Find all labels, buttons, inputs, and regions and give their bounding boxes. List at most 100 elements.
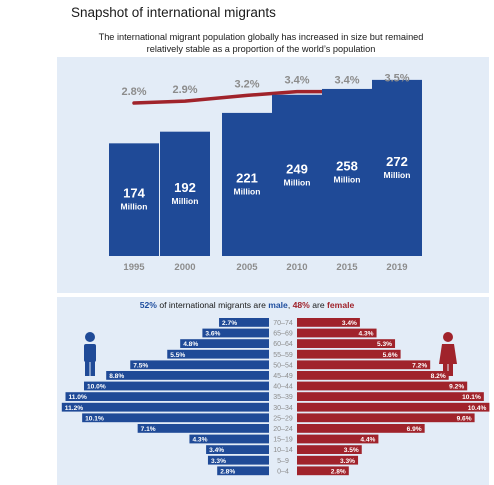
age-group-label: 35–39 <box>273 394 293 401</box>
male-bar-45–49 <box>106 371 269 380</box>
female-bar-65–69 <box>297 328 377 338</box>
percentage-label: 2.9% <box>172 84 197 96</box>
male-bar-25–29 <box>82 413 270 423</box>
age-group-label: 40–44 <box>273 384 293 391</box>
female-value-label: 3.4% <box>342 320 357 327</box>
female-value-label: 10.4% <box>468 405 487 412</box>
age-group-label: 10–14 <box>273 447 293 454</box>
percentage-label: 2.8% <box>121 86 146 98</box>
age-group-label: 70–74 <box>273 320 293 327</box>
female-value-label: 2.8% <box>331 468 346 475</box>
male-bar-20–24 <box>137 424 269 433</box>
female-bar-10–14 <box>297 445 362 454</box>
age-group-label: 15–19 <box>273 437 293 444</box>
female-bar-40–44 <box>297 381 468 391</box>
male-value-label: 2.7% <box>222 320 237 327</box>
bar-2005 <box>222 112 272 256</box>
age-group-label: 30–34 <box>273 405 293 412</box>
caption-text-1: of international migrants are <box>156 300 269 310</box>
female-value-label: 3.3% <box>340 458 355 465</box>
age-group-label: 60–64 <box>273 341 293 348</box>
x-tick-label: 1995 <box>123 262 145 273</box>
male-value-label: 7.1% <box>141 426 156 433</box>
male-share: 52% <box>139 300 157 310</box>
bar-2015 <box>322 88 372 256</box>
female-value-label: 9.6% <box>457 415 472 422</box>
age-group-label: 25–29 <box>273 415 293 422</box>
female-value-label: 10.1% <box>462 394 481 401</box>
male-value-label: 8.8% <box>109 373 124 380</box>
bar-1995 <box>109 143 159 256</box>
female-bar-60–64 <box>297 339 396 348</box>
male-bar-60–64 <box>180 339 269 348</box>
male-word: male <box>268 300 288 310</box>
bar-unit-label: Million <box>121 202 148 212</box>
female-value-label: 7.2% <box>412 362 427 369</box>
male-bar-30–34 <box>61 402 269 412</box>
bar-value-label: 192 <box>174 180 196 195</box>
female-bar-45–49 <box>297 371 449 380</box>
male-bar-55–59 <box>167 349 269 359</box>
percentage-label: 3.5% <box>384 73 409 85</box>
male-bar-15–19 <box>189 434 269 444</box>
age-group-label: 45–49 <box>273 373 293 380</box>
caption-text-3: are <box>309 300 328 310</box>
age-group-label: 55–59 <box>273 352 293 359</box>
male-bar-0–4 <box>217 466 269 476</box>
bar-unit-label: Million <box>284 177 311 187</box>
female-bar-30–34 <box>297 402 490 412</box>
female-bar-20–24 <box>297 424 425 433</box>
male-value-label: 4.8% <box>183 341 198 348</box>
male-bar-70–74 <box>219 318 269 327</box>
bar-value-label: 272 <box>386 154 408 169</box>
female-bar-35–39 <box>297 392 484 401</box>
male-value-label: 3.3% <box>211 458 226 465</box>
female-value-label: 5.3% <box>377 341 392 348</box>
male-value-label: 11.0% <box>69 394 87 401</box>
male-bar-10–14 <box>206 445 269 454</box>
x-tick-label: 2005 <box>236 262 258 273</box>
x-tick-label: 2015 <box>336 262 358 273</box>
female-value-label: 5.6% <box>383 352 398 359</box>
percentage-label: 3.4% <box>334 75 359 87</box>
x-tick-label: 2010 <box>286 262 307 273</box>
female-value-label: 9.2% <box>449 384 464 391</box>
male-value-label: 10.1% <box>85 415 104 422</box>
male-value-label: 4.3% <box>192 437 207 444</box>
bar-2010 <box>272 94 322 257</box>
female-word: female <box>327 300 355 310</box>
age-group-label: 20–24 <box>273 426 293 433</box>
bar-2019 <box>372 79 422 256</box>
female-bar-15–19 <box>297 434 379 444</box>
male-bar-5–9 <box>207 455 269 465</box>
male-value-label: 10.0% <box>87 384 106 391</box>
female-value-label: 8.2% <box>431 373 446 380</box>
bar-value-label: 174 <box>123 186 145 201</box>
age-group-label: 0–4 <box>277 468 289 475</box>
male-value-label: 7.5% <box>133 362 148 369</box>
bar-unit-label: Million <box>334 174 361 184</box>
x-tick-label: 2000 <box>174 262 195 273</box>
male-bar-35–39 <box>65 392 269 401</box>
pyramid-caption: 52% of international migrants are male, … <box>0 300 494 310</box>
bar-unit-label: Million <box>384 170 411 180</box>
percentage-label: 3.4% <box>284 75 309 87</box>
male-bar-50–54 <box>130 360 269 370</box>
bar-value-label: 258 <box>336 158 358 173</box>
female-share: 48% <box>292 300 310 310</box>
page-title: Snapshot of international migrants <box>71 5 276 20</box>
age-group-label: 50–54 <box>273 362 293 369</box>
female-value-label: 4.3% <box>359 331 374 338</box>
pyramid-panel <box>57 297 489 485</box>
male-bar-65–69 <box>202 328 269 338</box>
age-group-label: 65–69 <box>273 331 293 338</box>
male-value-label: 3.4% <box>209 447 224 454</box>
bar-2000 <box>160 131 210 256</box>
caption-text-2: , <box>287 300 293 310</box>
male-bar-40–44 <box>84 381 269 391</box>
female-person-icon <box>439 332 457 376</box>
female-bar-5–9 <box>297 455 359 465</box>
female-bar-70–74 <box>297 318 360 327</box>
male-value-label: 11.2% <box>65 405 83 412</box>
